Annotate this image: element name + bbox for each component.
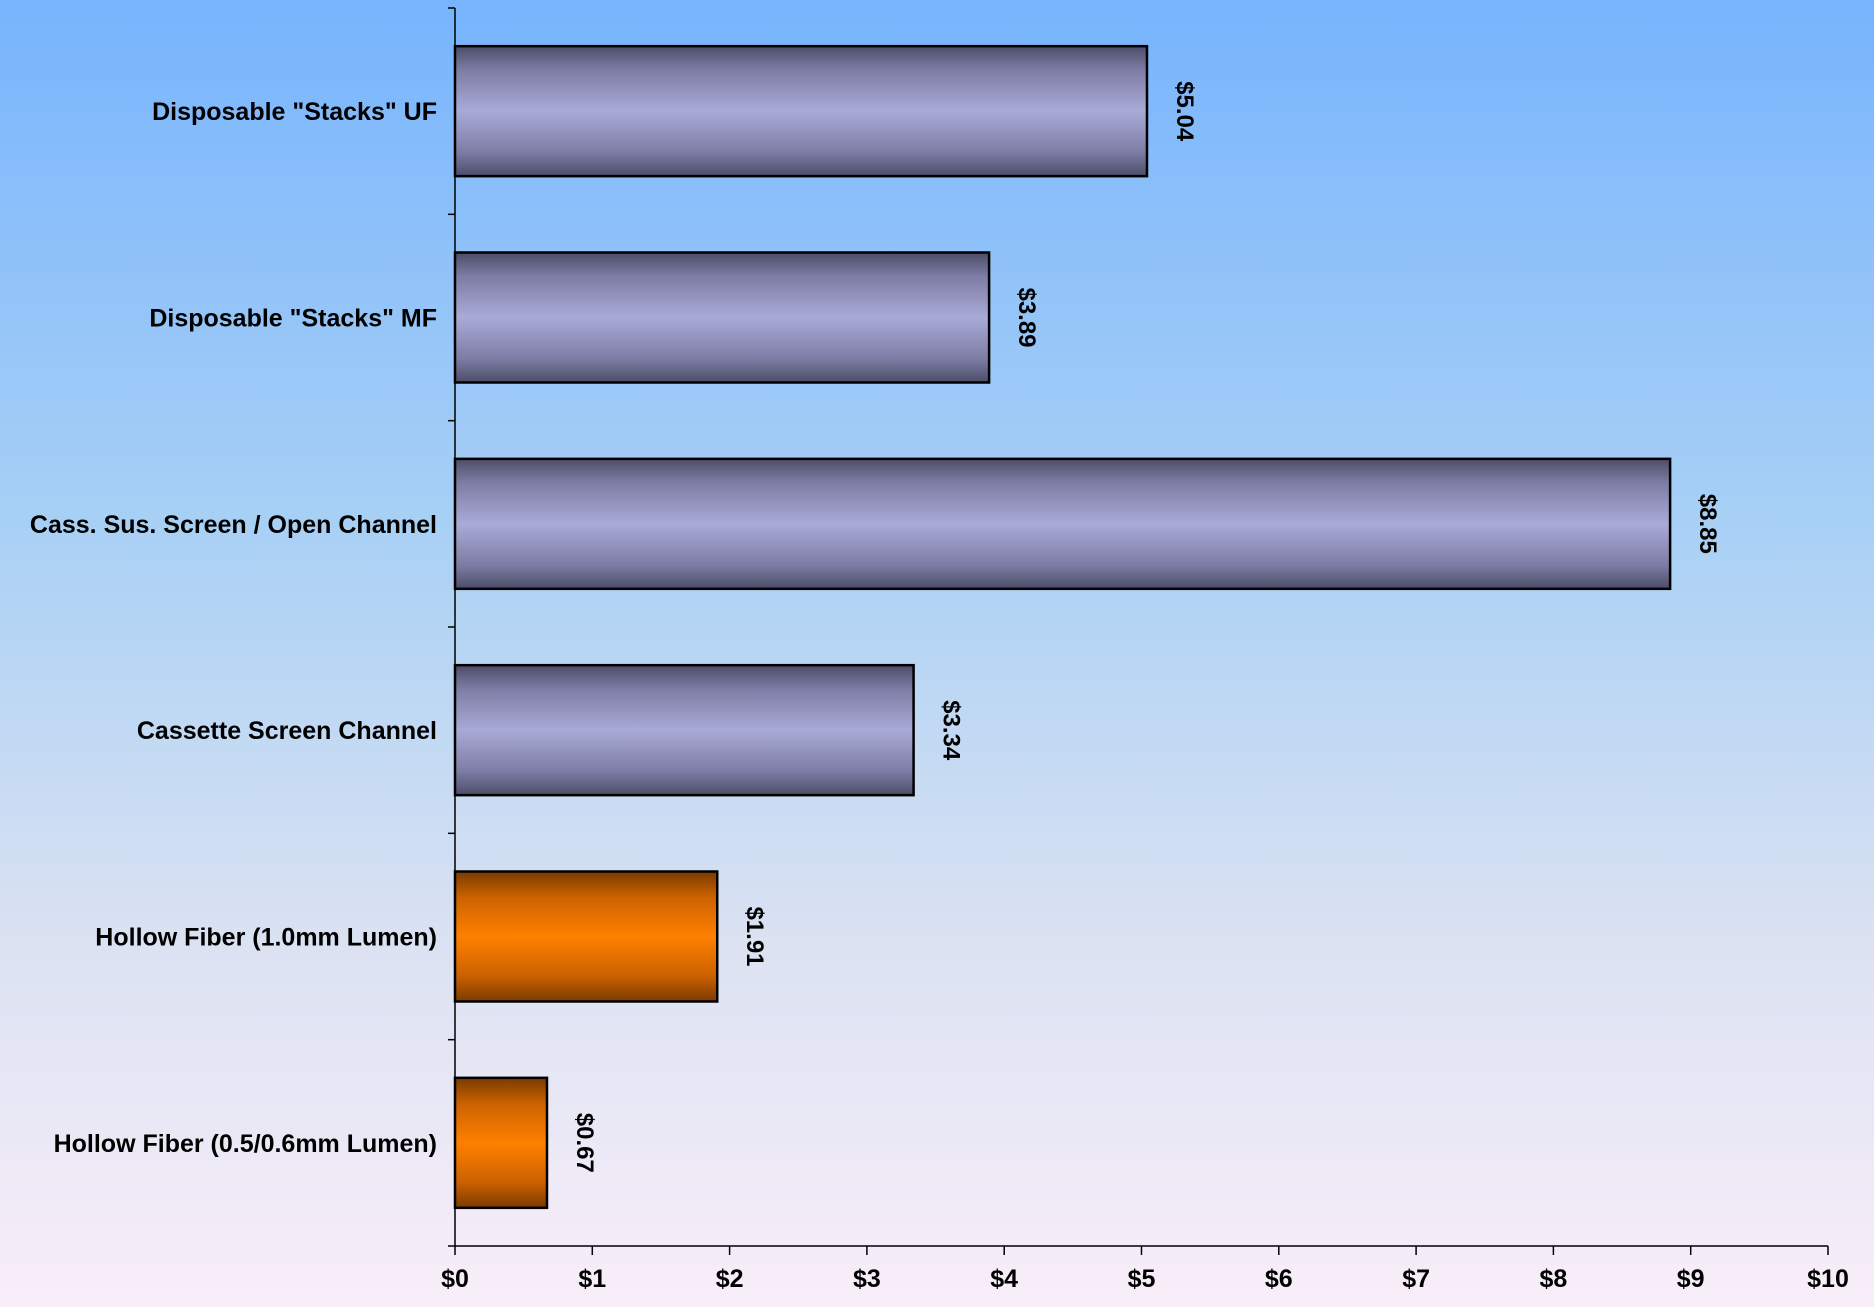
x-tick-label: $4 bbox=[990, 1265, 1018, 1293]
category-label: Cassette Screen Channel bbox=[137, 717, 437, 745]
x-tick-label: $1 bbox=[578, 1265, 606, 1293]
x-tick-label: $10 bbox=[1807, 1265, 1849, 1293]
category-label: Disposable "Stacks" UF bbox=[152, 98, 437, 126]
data-label: $3.89 bbox=[1013, 287, 1040, 347]
x-tick-label: $8 bbox=[1539, 1265, 1567, 1293]
category-labels: Disposable "Stacks" UF Disposable "Stacks… bbox=[30, 98, 437, 1158]
chart-axes bbox=[448, 7, 1829, 1255]
x-tick-label: $5 bbox=[1128, 1265, 1156, 1293]
bar bbox=[453, 870, 719, 1003]
bar bbox=[453, 44, 1149, 178]
category-label: Disposable "Stacks" MF bbox=[149, 305, 437, 333]
x-tick-label: $7 bbox=[1402, 1265, 1430, 1293]
category-label: Hollow Fiber (1.0mm Lumen) bbox=[95, 924, 437, 952]
data-label: $0.67 bbox=[571, 1113, 598, 1173]
chart-bars bbox=[453, 44, 1672, 1210]
category-label: Hollow Fiber (0.5/0.6mm Lumen) bbox=[54, 1130, 437, 1158]
x-tick-label: $0 bbox=[441, 1265, 469, 1293]
x-tick-label: $6 bbox=[1265, 1265, 1293, 1293]
x-tick-labels: $0 $1 $2 $3 $4 $5 $6 $7 $8 $9 $10 bbox=[441, 1265, 1849, 1293]
bar bbox=[453, 457, 1672, 591]
bar bbox=[453, 251, 991, 384]
x-tick-label: $9 bbox=[1677, 1265, 1705, 1293]
data-label: $8.85 bbox=[1694, 494, 1721, 554]
x-tick-label: $3 bbox=[853, 1265, 881, 1293]
bar bbox=[453, 1076, 549, 1210]
x-tick-label: $2 bbox=[716, 1265, 744, 1293]
data-label: $5.04 bbox=[1171, 81, 1198, 142]
data-label: $1.91 bbox=[741, 906, 768, 966]
data-label: $3.34 bbox=[938, 700, 965, 761]
category-label: Cass. Sus. Screen / Open Channel bbox=[30, 511, 437, 539]
bar bbox=[453, 663, 915, 797]
data-labels: $5.04 $3.89 $8.85 $3.34 $1.91 $0.67 bbox=[571, 81, 1721, 1173]
